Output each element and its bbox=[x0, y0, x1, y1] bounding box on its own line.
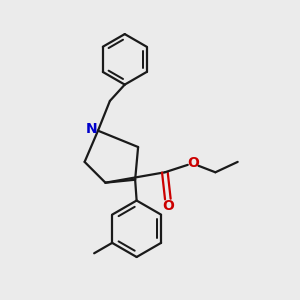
Text: O: O bbox=[162, 199, 174, 213]
Text: O: O bbox=[187, 156, 199, 170]
Text: N: N bbox=[85, 122, 97, 136]
